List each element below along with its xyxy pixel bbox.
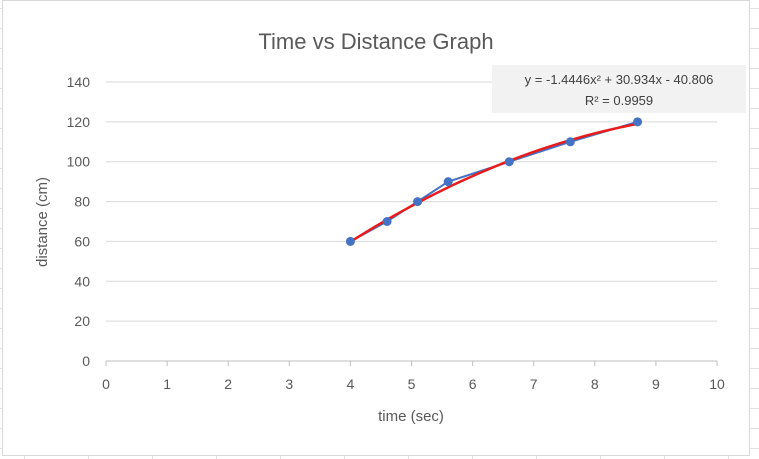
- data-point: [382, 217, 392, 226]
- y-axis-label: distance (cm): [34, 177, 51, 267]
- y-tick-label: 40: [74, 273, 90, 289]
- data-point: [633, 117, 643, 127]
- trendline-r-squared: R² = 0.9959: [585, 93, 653, 108]
- trendline: [349, 122, 638, 243]
- x-tick-label: 0: [102, 376, 110, 392]
- y-tick-label: 80: [74, 194, 90, 210]
- trendline-curve: [349, 122, 638, 243]
- data-point: [504, 157, 514, 167]
- y-tick-label: 120: [67, 114, 91, 130]
- series-line: [349, 120, 638, 243]
- x-tick-label: 1: [163, 376, 171, 392]
- trendline-equation-box[interactable]: y = -1.4446x² + 30.934x - 40.806 R² = 0.…: [492, 65, 746, 113]
- x-tick-label: 2: [224, 376, 232, 392]
- y-tick-label: 140: [67, 74, 91, 90]
- x-tick-labels: 0 1 2 3 4 5 6 7 8 9 10: [102, 376, 725, 392]
- x-tick-label: 5: [408, 376, 416, 392]
- y-tick-label: 0: [82, 353, 90, 369]
- x-ticks: [105, 361, 718, 366]
- y-tick-label: 60: [74, 233, 90, 249]
- equation-box-background: [492, 65, 746, 113]
- chart-title: Time vs Distance Graph: [258, 29, 493, 54]
- data-point: [413, 197, 423, 207]
- y-tick-labels: 0 20 40 60 80 100 120 140: [67, 74, 91, 369]
- x-tick-label: 4: [347, 376, 355, 392]
- data-points: [345, 117, 643, 246]
- x-tick-label: 9: [652, 376, 660, 392]
- x-tick-label: 6: [469, 376, 477, 392]
- x-tick-label: 3: [285, 376, 293, 392]
- x-tick-label: 8: [591, 376, 599, 392]
- data-point: [443, 177, 453, 187]
- data-point: [565, 137, 575, 147]
- data-point: [345, 236, 355, 246]
- y-tick-label: 100: [67, 154, 91, 170]
- y-tick-label: 20: [74, 313, 90, 329]
- x-tick-label: 10: [709, 376, 725, 392]
- series-polyline: [349, 120, 638, 243]
- x-tick-label: 7: [530, 376, 538, 392]
- gridlines: [106, 81, 717, 322]
- x-axis-label: time (sec): [378, 408, 444, 425]
- trendline-equation: y = -1.4446x² + 30.934x - 40.806: [525, 72, 714, 87]
